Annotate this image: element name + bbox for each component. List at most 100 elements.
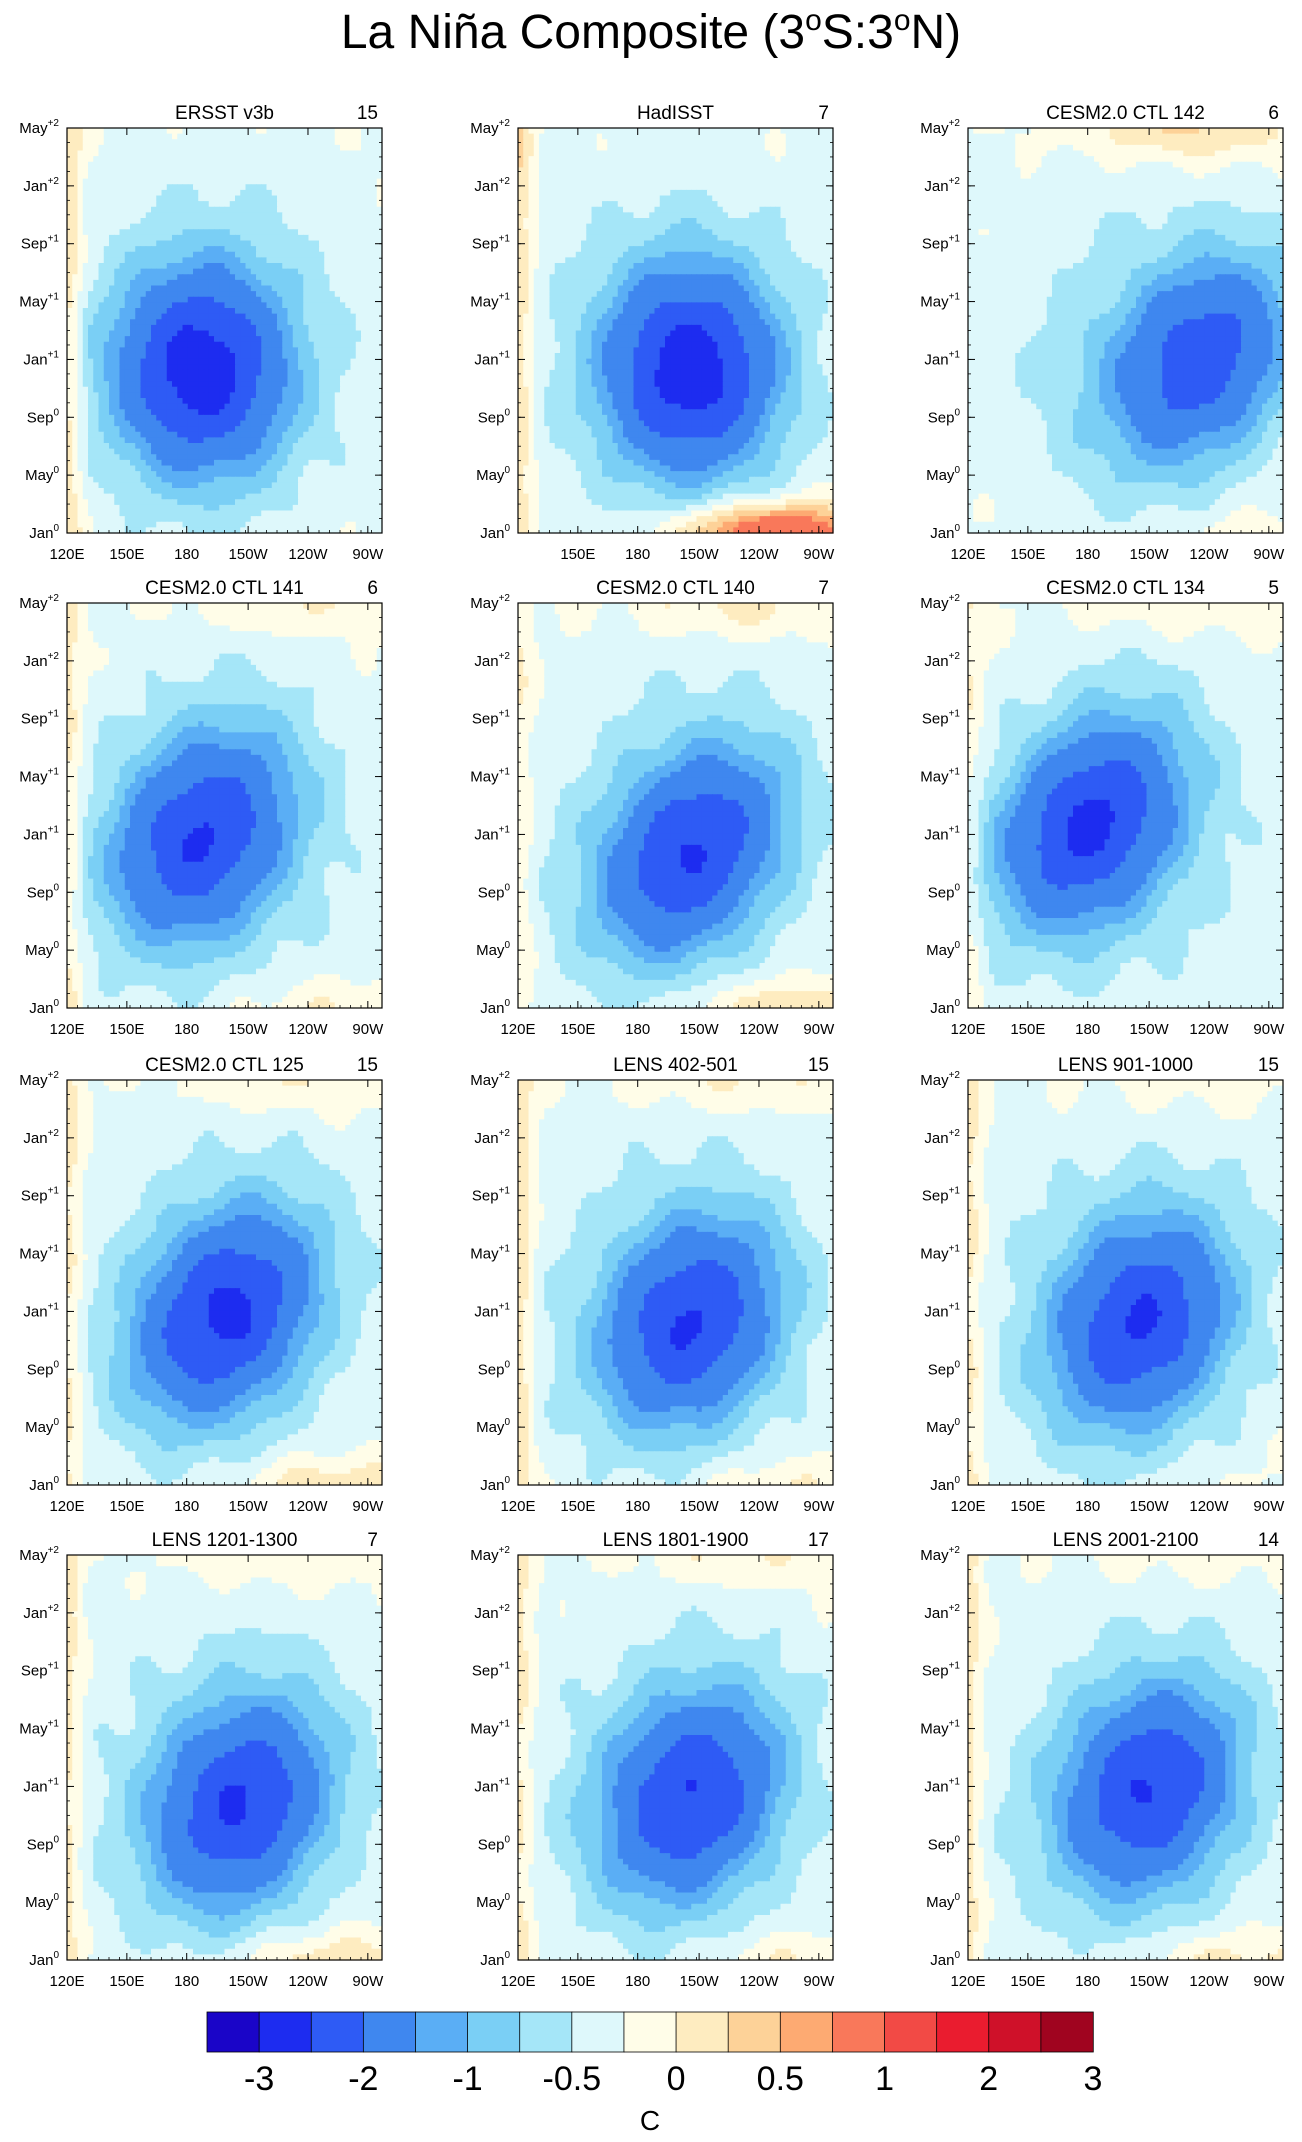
field-cell — [256, 162, 262, 168]
field-cell — [235, 139, 241, 145]
field-cell — [135, 156, 141, 162]
field-cell — [361, 167, 367, 173]
field-cell — [67, 173, 73, 179]
field-cell — [372, 162, 378, 168]
field-cell — [314, 167, 320, 173]
field-cell — [298, 139, 304, 145]
field-cell — [88, 145, 94, 151]
field-cell — [240, 184, 246, 190]
field-cell — [188, 134, 194, 140]
field-cell — [209, 167, 215, 173]
field-cell — [177, 179, 183, 185]
field-cell — [177, 162, 183, 168]
field-cell — [324, 151, 330, 157]
field-cell — [162, 128, 168, 134]
field-cell — [209, 128, 215, 134]
field-cell — [99, 134, 105, 140]
field-cell — [345, 134, 351, 140]
field-cell — [319, 145, 325, 151]
field-cell — [282, 156, 288, 162]
field-cell — [293, 145, 299, 151]
field-cell — [67, 179, 73, 185]
field-cell — [309, 145, 315, 151]
field-cell — [251, 145, 257, 151]
field-cell — [361, 151, 367, 157]
field-cell — [309, 151, 315, 157]
field-cell — [277, 151, 283, 157]
field-cell — [209, 179, 215, 185]
field-cell — [256, 179, 262, 185]
field-cell — [214, 139, 220, 145]
field-cell — [256, 151, 262, 157]
field-cell — [135, 139, 141, 145]
field-cell — [114, 145, 120, 151]
field-cell — [261, 151, 267, 157]
field-cell — [83, 184, 89, 190]
field-cell — [240, 145, 246, 151]
field-cell — [135, 184, 141, 190]
field-cell — [293, 128, 299, 134]
field-cell — [135, 179, 141, 185]
field-cell — [125, 167, 131, 173]
field-cell — [240, 151, 246, 157]
field-cell — [78, 145, 84, 151]
field-cell — [99, 151, 105, 157]
field-cell — [193, 179, 199, 185]
field-cell — [146, 145, 152, 151]
field-cell — [209, 184, 215, 190]
field-cell — [177, 184, 183, 190]
field-cell — [309, 179, 315, 185]
field-cell — [167, 173, 173, 179]
field-cell — [198, 162, 204, 168]
field-cell — [83, 128, 89, 134]
field-cell — [230, 151, 236, 157]
field-cell — [198, 145, 204, 151]
field-cell — [235, 179, 241, 185]
field-cell — [99, 184, 105, 190]
field-cell — [151, 139, 157, 145]
field-cell — [198, 156, 204, 162]
field-cell — [330, 151, 336, 157]
field-cell — [288, 128, 294, 134]
field-cell — [209, 156, 215, 162]
field-cell — [225, 128, 231, 134]
field-cell — [251, 134, 257, 140]
field-cell — [277, 156, 283, 162]
field-cell — [214, 151, 220, 157]
field-cell — [303, 179, 309, 185]
field-cell — [261, 156, 267, 162]
field-cell — [198, 184, 204, 190]
field-cell — [330, 162, 336, 168]
field-cell — [219, 139, 225, 145]
field-cell — [314, 173, 320, 179]
field-cell — [193, 173, 199, 179]
field-cell — [88, 184, 94, 190]
field-cell — [319, 128, 325, 134]
field-cell — [314, 162, 320, 168]
field-cell — [188, 173, 194, 179]
field-cell — [282, 139, 288, 145]
field-cell — [272, 151, 278, 157]
field-cell — [309, 156, 315, 162]
field-cell — [293, 156, 299, 162]
field-cell — [72, 184, 78, 190]
field-cell — [282, 179, 288, 185]
field-cell — [372, 151, 378, 157]
field-cell — [277, 179, 283, 185]
field-cell — [303, 156, 309, 162]
panel-grid: ERSST v3b 15Jan0May0Sep0Jan+1May+1Sep+1Ja… — [19, 103, 1285, 1990]
field-cell — [172, 162, 178, 168]
field-cell — [93, 167, 99, 173]
field-cell — [146, 151, 152, 157]
field-cell — [366, 139, 372, 145]
field-cell — [251, 162, 257, 168]
field-cell — [351, 167, 357, 173]
field-cell — [246, 173, 252, 179]
field-cell — [88, 128, 94, 134]
field-cell — [193, 151, 199, 157]
field-cell — [114, 134, 120, 140]
field-cell — [162, 139, 168, 145]
field-cell — [225, 156, 231, 162]
field-cell — [130, 128, 136, 134]
field-cell — [351, 179, 357, 185]
